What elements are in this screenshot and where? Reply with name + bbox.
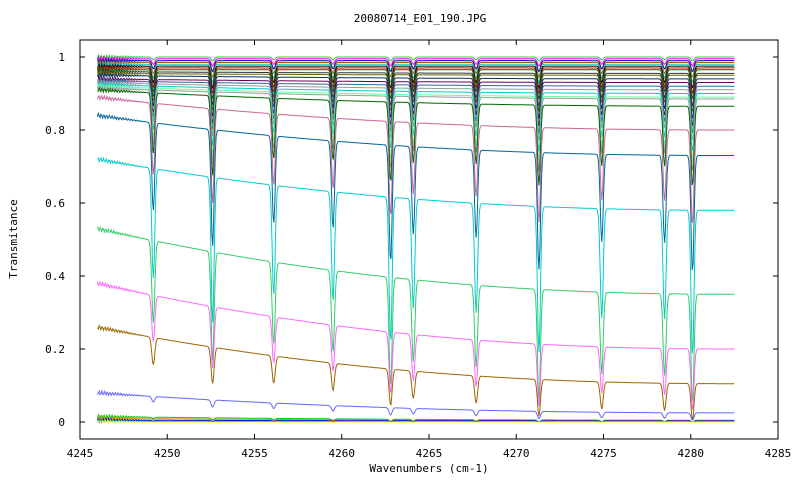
- x-tick-label: 4280: [678, 447, 705, 460]
- series-line: [97, 419, 735, 423]
- ticks-layer: 4245 4250 4255 4260 4265 4270 4275 4280 4285 0 0.2…: [45, 40, 791, 460]
- y-tick-label: 0.2: [45, 343, 65, 356]
- series-line: [97, 68, 735, 108]
- y-tick-label: 0.8: [45, 124, 65, 137]
- x-tick-label: 4265: [416, 447, 443, 460]
- series-line: [97, 74, 735, 127]
- series-line: [97, 77, 735, 134]
- series-line: [97, 66, 735, 100]
- series-line: [97, 78, 735, 141]
- x-tick-label: 4260: [329, 447, 356, 460]
- x-tick-label: 4275: [590, 447, 617, 460]
- series-line: [97, 86, 735, 186]
- plot-frame: [79, 39, 779, 440]
- x-tick-label: 4250: [154, 447, 181, 460]
- series-line: [97, 389, 735, 421]
- series-line: [97, 69, 735, 113]
- y-tick-label: 0.6: [45, 197, 65, 210]
- series-line: [97, 61, 735, 85]
- series-line: [97, 94, 735, 224]
- series-line: [97, 84, 735, 172]
- series-line: [97, 226, 735, 402]
- series-line: [97, 417, 735, 424]
- series-line: [97, 53, 735, 62]
- series-line: [97, 58, 735, 79]
- series-layer: [97, 53, 735, 424]
- y-tick-label: 0: [58, 416, 65, 429]
- y-tick-label: 0.4: [45, 270, 65, 283]
- x-tick-label: 4255: [241, 447, 268, 460]
- y-tick-label: 1: [58, 51, 65, 64]
- series-line: [97, 55, 735, 67]
- series-line: [97, 62, 735, 90]
- series-line: [97, 111, 735, 271]
- series-line: [97, 72, 735, 119]
- series-line: [97, 156, 735, 354]
- series-line: [97, 81, 735, 152]
- x-tick-label: 4245: [67, 447, 94, 460]
- series-line: [97, 324, 735, 422]
- y-axis-label: Transmitance: [7, 199, 20, 278]
- x-axis-label: Wavenumbers (cm-1): [369, 462, 488, 475]
- series-line: [97, 280, 735, 410]
- x-tick-label: 4270: [503, 447, 530, 460]
- chart-title: 20080714_E01_190.JPG: [354, 12, 486, 25]
- x-tick-label: 4285: [765, 447, 792, 460]
- series-line: [97, 57, 735, 73]
- series-line: [97, 64, 735, 95]
